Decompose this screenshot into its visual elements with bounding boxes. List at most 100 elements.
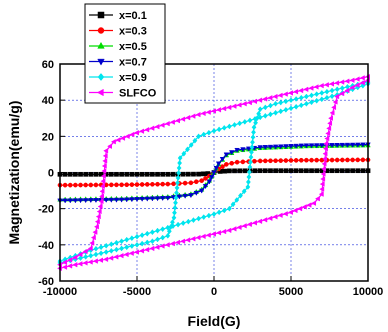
data-point [283, 168, 289, 174]
data-point [144, 182, 150, 187]
data-point [98, 250, 104, 257]
data-point [98, 171, 104, 177]
y-axis-label: Magnetization(emu/g) [6, 101, 22, 245]
data-point [321, 156, 327, 162]
data-point [278, 158, 284, 163]
data-point [354, 82, 360, 88]
data-point [92, 258, 98, 264]
data-point [202, 184, 209, 190]
x-tick-label: -10000 [43, 286, 77, 298]
data-point [95, 213, 101, 220]
data-point [134, 233, 140, 240]
data-point [273, 168, 278, 174]
data-point [327, 120, 333, 127]
data-point [191, 217, 196, 224]
data-point [107, 143, 112, 150]
data-point [334, 168, 340, 174]
data-point [96, 208, 102, 215]
data-point [262, 104, 268, 111]
data-point [169, 119, 175, 125]
data-point [221, 124, 227, 131]
data-point [324, 88, 330, 95]
data-point [98, 198, 104, 205]
data-point [82, 260, 88, 266]
data-point [234, 197, 240, 203]
data-point [98, 257, 103, 263]
data-point [339, 157, 345, 163]
data-point [211, 170, 217, 176]
series-x=0.7 [57, 142, 371, 204]
data-point [101, 168, 107, 174]
data-point [78, 171, 83, 177]
data-point [196, 215, 202, 222]
axis-ticks: -10000 -5000 0 5000 10000 -60 -40 -20 0 20 40 60 [38, 59, 383, 298]
data-point [268, 102, 273, 109]
data-point [257, 218, 263, 225]
data-point [354, 76, 360, 82]
data-point [124, 171, 130, 177]
data-point [324, 94, 330, 101]
data-point [339, 142, 346, 148]
data-point [272, 93, 278, 100]
data-point [223, 162, 229, 167]
data-point [160, 181, 166, 187]
data-point [93, 251, 99, 258]
data-point [323, 82, 329, 88]
data-point [309, 168, 314, 174]
data-point [88, 182, 94, 188]
y-tick-label: -20 [38, 204, 54, 216]
data-point [252, 220, 257, 226]
data-point [277, 92, 283, 99]
data-point [247, 117, 253, 124]
data-point [99, 188, 105, 195]
legend-label: x=0.9 [119, 72, 147, 84]
data-point [87, 245, 93, 252]
data-point [99, 193, 104, 200]
data-point [134, 182, 140, 187]
data-point [97, 203, 103, 210]
data-point [298, 143, 304, 149]
data-point [129, 131, 135, 138]
data-point [62, 198, 68, 204]
data-point [322, 150, 328, 157]
data-point [82, 198, 89, 204]
data-point [273, 100, 279, 107]
data-point [231, 226, 237, 232]
data-point [171, 181, 176, 187]
data-point [159, 196, 166, 202]
x-tick-label: 5000 [279, 286, 303, 298]
data-point [149, 238, 155, 245]
data-point [78, 255, 83, 262]
data-point [155, 171, 160, 177]
data-point [349, 77, 355, 84]
data-point [288, 168, 294, 174]
data-point [319, 186, 325, 192]
data-point [93, 171, 99, 177]
data-point [319, 143, 325, 149]
data-point [160, 171, 166, 177]
data-point [257, 114, 263, 121]
data-point [139, 196, 145, 202]
data-point [328, 115, 333, 121]
data-point [193, 179, 199, 185]
data-point [303, 86, 309, 93]
data-point [149, 229, 155, 236]
data-point [226, 104, 232, 111]
data-point [172, 204, 178, 211]
y-tick-label: -40 [38, 240, 54, 252]
data-point [119, 171, 124, 177]
data-point [129, 243, 135, 249]
data-point [293, 96, 299, 102]
data-point [149, 245, 155, 252]
data-point [201, 131, 207, 138]
data-point [237, 120, 243, 127]
legend-label: x=0.3 [119, 26, 147, 38]
data-point [149, 125, 155, 131]
data-point [72, 254, 78, 261]
data-point [128, 250, 134, 257]
data-point [257, 145, 263, 151]
data-point [203, 176, 208, 181]
data-point [180, 238, 186, 244]
data-point [355, 157, 361, 163]
data-point [108, 171, 114, 177]
